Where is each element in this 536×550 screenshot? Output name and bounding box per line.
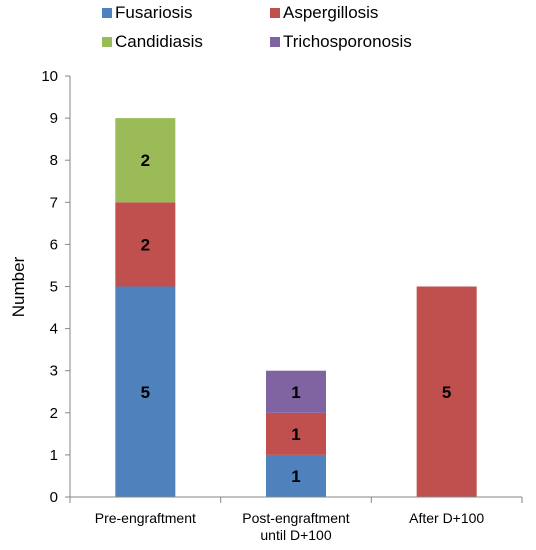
bar-segment-candidiasis xyxy=(115,118,176,203)
x-tick-label: Pre-engraftment xyxy=(95,510,196,526)
y-tick-label: 9 xyxy=(50,110,58,127)
y-tick-label: 7 xyxy=(50,194,58,211)
bar-segment-aspergillosis xyxy=(416,286,477,497)
bar-segment-fusariosis xyxy=(115,286,176,497)
bar-segment-trichosporonosis xyxy=(266,370,326,413)
data-label-aspergillosis: 2 xyxy=(141,235,150,254)
x-tick-label: Post-engraftment xyxy=(242,510,349,526)
y-tick-label: 10 xyxy=(41,68,58,85)
y-axis-title: Number xyxy=(9,256,28,317)
legend-swatch-candidiasis xyxy=(102,37,112,47)
y-tick-label: 8 xyxy=(50,152,58,169)
x-tick-label: until D+100 xyxy=(260,527,331,543)
y-tick-label: 1 xyxy=(50,447,58,464)
data-label-fusariosis: 1 xyxy=(291,467,300,486)
y-tick-label: 6 xyxy=(50,236,58,253)
y-tick-label: 3 xyxy=(50,363,58,380)
y-tick-label: 4 xyxy=(50,321,58,338)
x-tick-label: After D+100 xyxy=(409,510,484,526)
y-tick-label: 5 xyxy=(50,279,58,296)
data-label-trichosporonosis: 1 xyxy=(291,383,300,402)
y-tick-label: 2 xyxy=(50,405,58,422)
legend-label-aspergillosis: Aspergillosis xyxy=(283,3,378,22)
data-label-fusariosis: 5 xyxy=(141,383,150,402)
legend-label-candidiasis: Candidiasis xyxy=(115,32,203,51)
axes: 0 1 2 3 4 5 6 7 8 9 10 Pre-engraftment Post-engraftm… xyxy=(41,68,523,543)
bar-segment-aspergillosis xyxy=(266,412,326,455)
legend-label-trichosporonosis: Trichosporonosis xyxy=(283,32,412,51)
bars: 5 2 2 1 1 1 5 xyxy=(115,118,477,497)
legend-swatch-trichosporonosis xyxy=(270,37,280,47)
legend-swatch-fusariosis xyxy=(102,8,112,18)
data-label-aspergillosis: 5 xyxy=(442,383,451,402)
data-label-aspergillosis: 1 xyxy=(291,425,300,444)
data-label-candidiasis: 2 xyxy=(141,151,150,170)
bar-segment-aspergillosis xyxy=(115,202,176,287)
legend-swatch-aspergillosis xyxy=(270,8,280,18)
y-tick-label: 0 xyxy=(50,489,58,506)
legend: Fusariosis Aspergillosis Candidiasis Tricho… xyxy=(102,3,412,51)
bar-segment-fusariosis xyxy=(266,454,326,497)
legend-label-fusariosis: Fusariosis xyxy=(115,3,192,22)
